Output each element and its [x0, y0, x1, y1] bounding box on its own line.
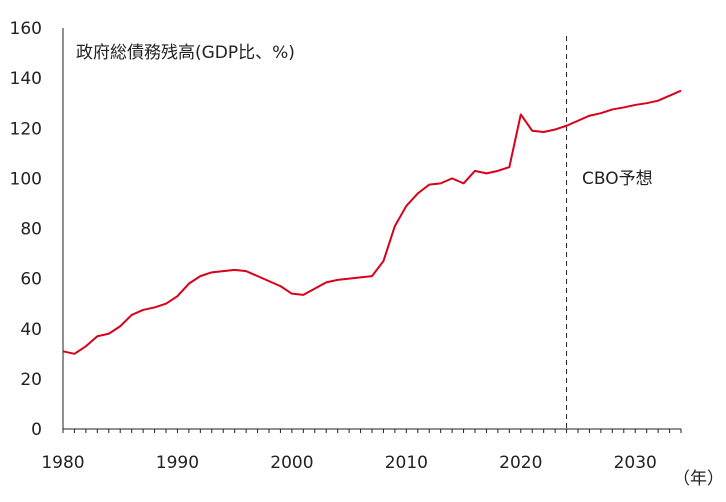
x-tick-label: 1990 [156, 453, 199, 473]
y-axis: 0 20 40 60 80 100 120 140 160 [10, 19, 64, 440]
x-tick-label: 2000 [270, 453, 313, 473]
y-tick-label: 160 [10, 19, 42, 39]
y-tick-label: 140 [10, 69, 42, 89]
x-tick-label: 1980 [41, 453, 84, 473]
y-tick-label: 100 [10, 169, 42, 189]
x-tick-label: 2020 [499, 453, 542, 473]
y-tick-label: 120 [10, 119, 42, 139]
y-tick-label: 0 [31, 420, 42, 440]
y-tick-label: 20 [20, 370, 42, 390]
y-tick-label: 60 [20, 270, 42, 290]
y-tick-label: 40 [20, 320, 42, 340]
x-axis: 1980 1990 2000 2010 2020 2030 [41, 428, 682, 473]
x-tick-label: 2030 [614, 453, 657, 473]
y-tick-label: 80 [20, 220, 42, 240]
forecast-label: CBO予想 [582, 169, 653, 189]
chart-title: 政府総債務残高(GDP比、%) [76, 43, 295, 63]
x-axis-label: （年） [673, 469, 724, 489]
series-line [62, 89, 682, 355]
x-tick-label: 2010 [385, 453, 428, 473]
